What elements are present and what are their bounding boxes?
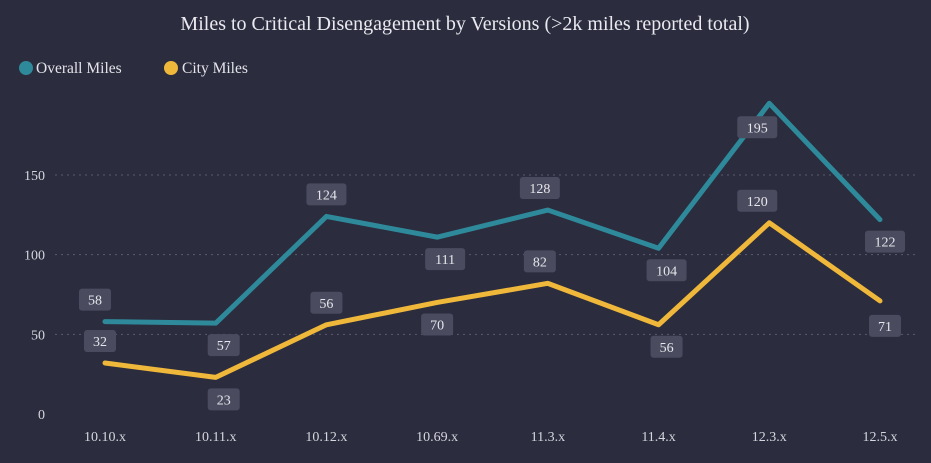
- series-line-city-miles: [102, 220, 883, 380]
- data-label-city-miles: 56: [310, 291, 343, 314]
- legend-label-overall-miles: Overall Miles: [36, 60, 122, 77]
- x-tick-label: 10.12.x: [305, 430, 347, 445]
- data-label-text: 58: [88, 294, 102, 309]
- data-label-box: [425, 248, 466, 271]
- data-label-text: 56: [319, 297, 333, 312]
- data-label-city-miles: 56: [650, 335, 683, 358]
- chart-title: Miles to Critical Disengagement by Versi…: [180, 13, 749, 35]
- x-tick-label: 12.3.x: [752, 430, 787, 445]
- x-tick-label: 10.11.x: [195, 430, 236, 445]
- data-label-city-miles: 23: [207, 388, 240, 411]
- axis-layer: 0 50 100 150 10.10.x 10.11.x 10.12.x 10.69.x 11.…: [24, 169, 898, 445]
- y-tick-label: 150: [24, 169, 45, 184]
- data-label-overall-miles: 58: [79, 288, 111, 311]
- data-label-box: [869, 314, 901, 337]
- data-label-box: [737, 189, 778, 212]
- grid-layer: [55, 174, 915, 335]
- data-label-box: [421, 313, 454, 336]
- legend-swatch-city-miles: [164, 61, 178, 75]
- data-label-box: [207, 334, 240, 357]
- data-label-overall-miles: 124: [306, 183, 347, 206]
- data-label-city-miles: 71: [869, 314, 901, 337]
- data-label-box: [310, 291, 343, 314]
- data-label-box: [865, 230, 905, 253]
- legend-label-city-miles: City Miles: [182, 60, 248, 77]
- legend-swatch-overall-miles: [19, 61, 33, 75]
- data-label-text: 70: [430, 318, 444, 333]
- data-label-box: [306, 183, 347, 206]
- data-label-city-miles: 120: [737, 189, 778, 212]
- data-label-box: [79, 288, 111, 311]
- data-label-city-miles: 70: [421, 313, 454, 336]
- data-label-text: 56: [660, 341, 674, 356]
- x-tick-label: 11.3.x: [531, 430, 565, 445]
- data-label-text: 82: [533, 255, 547, 270]
- y-tick-label: 50: [31, 328, 45, 343]
- legend: Overall Miles City Miles: [19, 60, 248, 77]
- data-label-box: [523, 250, 556, 273]
- data-label-text: 71: [878, 320, 892, 335]
- data-label-text: 23: [217, 393, 231, 408]
- x-tick-label: 10.69.x: [416, 430, 458, 445]
- data-label-text: 57: [217, 339, 231, 354]
- label-layer: 58 57 124 111 128 104 195 122 32 23 56 70 82 56 120 71: [79, 116, 905, 411]
- data-label-box: [650, 335, 683, 358]
- data-label-overall-miles: 57: [207, 334, 240, 357]
- x-tick-label: 11.4.x: [641, 430, 675, 445]
- data-label-text: 124: [316, 188, 337, 203]
- data-label-overall-miles: 104: [646, 259, 687, 282]
- data-label-text: 111: [435, 253, 455, 268]
- data-label-text: 122: [875, 236, 896, 251]
- data-label-text: 32: [93, 335, 107, 350]
- y-tick-label: 100: [24, 249, 45, 264]
- x-tick-label: 10.10.x: [84, 430, 126, 445]
- x-tick-label: 12.5.x: [863, 430, 898, 445]
- data-label-text: 104: [656, 264, 677, 279]
- data-label-overall-miles: 111: [425, 248, 466, 271]
- data-label-box: [84, 330, 116, 353]
- data-label-text: 195: [747, 121, 768, 136]
- data-label-city-miles: 82: [523, 250, 556, 273]
- data-label-box: [646, 259, 687, 282]
- data-label-box: [737, 116, 778, 139]
- data-label-overall-miles: 122: [865, 230, 905, 253]
- data-label-box: [519, 177, 560, 200]
- data-label-overall-miles: 195: [737, 116, 778, 139]
- data-label-overall-miles: 128: [519, 177, 560, 200]
- data-label-city-miles: 32: [84, 330, 116, 353]
- data-label-text: 120: [747, 195, 768, 210]
- data-label-box: [207, 388, 240, 411]
- data-label-text: 128: [529, 182, 550, 197]
- y-tick-label: 0: [38, 408, 45, 423]
